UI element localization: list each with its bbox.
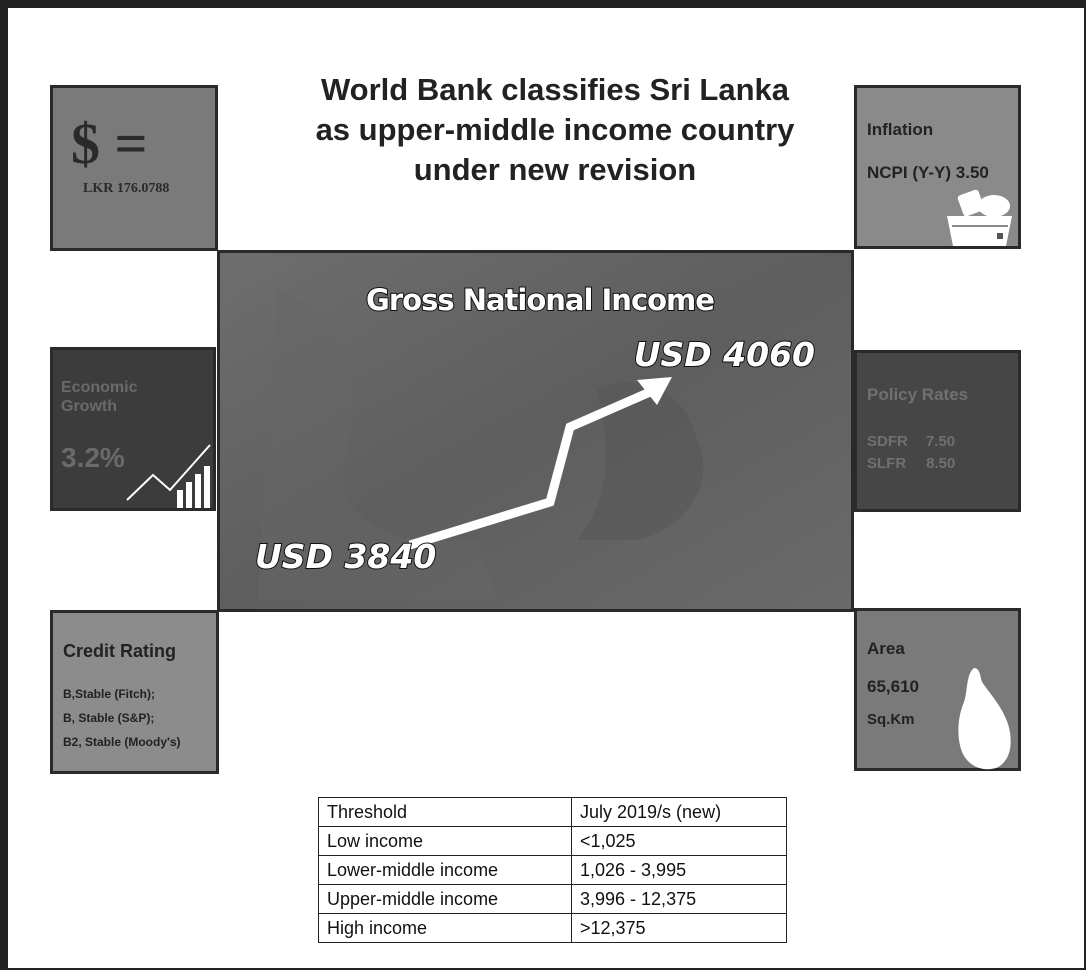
island-icon — [958, 668, 1011, 770]
area-unit: Sq.Km — [867, 711, 915, 728]
cell: 1,026 - 3,995 — [571, 855, 787, 885]
header-cell: Threshold — [318, 797, 572, 827]
cell: 3,996 - 12,375 — [571, 884, 787, 914]
table-row: High income >12,375 — [318, 913, 787, 943]
lion-shape — [577, 382, 704, 540]
credit-item: B,Stable (Fitch); — [63, 687, 155, 701]
gni-from: USD 3840 — [255, 537, 436, 576]
headline-line: as upper-middle income country — [315, 112, 795, 147]
table-row: Lower-middle income 1,026 - 3,995 — [318, 855, 787, 885]
headline: World Bank classifies Sri Lanka as upper… — [250, 70, 860, 190]
growth-label-line: Economic — [61, 379, 138, 396]
inflation-value: NCPI (Y-Y) 3.50 — [867, 163, 989, 182]
cell: >12,375 — [571, 913, 787, 943]
area-box: Area 65,610 Sq.Km — [854, 608, 1021, 771]
growth-arrow — [408, 387, 652, 550]
table-header: Threshold July 2019/s (new) — [318, 797, 787, 827]
rate-value: 8.50 — [926, 455, 956, 472]
credit-box: Credit Rating B,Stable (Fitch); B, Stabl… — [50, 610, 219, 774]
currency-symbol: $ = — [71, 111, 148, 176]
flag-shape — [257, 290, 497, 600]
table-row: Low income <1,025 — [318, 826, 787, 856]
inflation-box: Inflation NCPI (Y-Y) 3.50 — [854, 85, 1021, 249]
basket-icon — [947, 189, 1012, 246]
exchange-value: LKR 176.0788 — [83, 181, 170, 196]
arrow-head — [637, 377, 672, 405]
policy-rate: SLFR 8.50 — [867, 455, 955, 472]
threshold-table: Threshold July 2019/s (new) Low income <1… — [318, 797, 787, 943]
growth-value: 3.2% — [61, 442, 125, 473]
exchange-box: $ = LKR 176.0788 — [50, 85, 218, 251]
growth-label: Economic Growth — [61, 378, 137, 416]
headline-line: under new revision — [413, 152, 697, 187]
policy-rate: SDFR 7.50 — [867, 433, 955, 450]
rate-value: 7.50 — [925, 433, 956, 450]
area-label: Area — [867, 639, 905, 658]
area-value: 65,610 — [867, 677, 919, 696]
credit-item: B2, Stable (Moody's) — [63, 735, 181, 749]
growth-icon — [126, 444, 211, 508]
inflation-label: Inflation — [867, 120, 934, 139]
cell: Upper-middle income — [318, 884, 572, 914]
rate-name: SLFR — [867, 455, 907, 472]
credit-item: B, Stable (S&P); — [63, 711, 155, 725]
rate-name: SDFR — [867, 433, 908, 450]
headline-line: World Bank classifies Sri Lanka — [320, 72, 790, 107]
gni-to: USD 4060 — [634, 335, 815, 374]
gni-image: Gross National Income USD 4060 USD 3840 — [217, 250, 854, 612]
cell: Low income — [318, 826, 572, 856]
cell: Lower-middle income — [318, 855, 572, 885]
growth-label-line: Growth — [61, 398, 117, 415]
header-cell: July 2019/s (new) — [571, 797, 787, 827]
credit-label: Credit Rating — [63, 641, 177, 661]
cell: High income — [318, 913, 572, 943]
gni-label: Gross National Income — [366, 283, 714, 317]
policy-box: Policy Rates SDFR 7.50 SLFR 8.50 — [854, 350, 1021, 512]
growth-box: Economic Growth 3.2% — [50, 347, 216, 511]
table-row: Upper-middle income 3,996 - 12,375 — [318, 884, 787, 914]
policy-label: Policy Rates — [867, 385, 969, 404]
cell: <1,025 — [571, 826, 787, 856]
